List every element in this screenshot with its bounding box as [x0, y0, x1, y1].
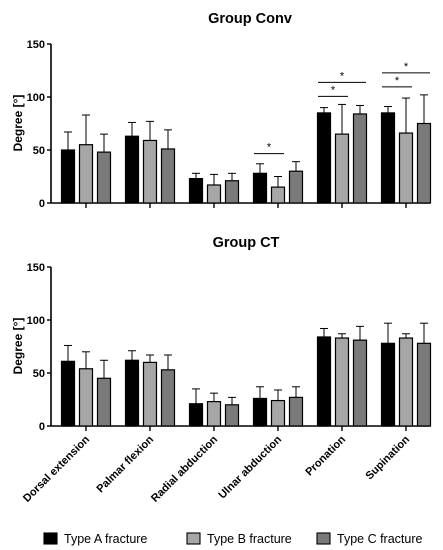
bar [60, 149, 76, 204]
y-tick-label: 100 [27, 92, 45, 104]
legend: Type A fracture Type B fracture Type C fra… [43, 532, 422, 546]
bar [398, 337, 414, 427]
chart-title: Group CT [213, 235, 280, 251]
significance-star: * [340, 70, 345, 82]
bar [270, 399, 286, 427]
bar [352, 339, 368, 427]
legend-swatch [43, 532, 58, 545]
category-label: Pronation [303, 433, 348, 478]
legend-label: Type B fracture [207, 532, 292, 546]
bar [316, 336, 332, 427]
bar [160, 148, 176, 204]
y-tick-label: 150 [27, 39, 45, 51]
bar [334, 133, 350, 204]
bar [124, 135, 140, 204]
bar [416, 122, 432, 204]
bar [352, 113, 368, 204]
y-tick-label: 50 [33, 368, 45, 380]
bar [270, 186, 286, 204]
bar [224, 404, 240, 427]
bar [288, 396, 304, 427]
category-label: Supination [363, 433, 412, 482]
significance-star: * [331, 84, 336, 96]
significance-star: * [267, 142, 272, 154]
y-tick-label: 150 [27, 262, 45, 274]
bar [142, 139, 158, 204]
bar [316, 112, 332, 204]
legend-swatch [316, 532, 331, 545]
y-axis-label: Degree [°] [11, 318, 25, 375]
bar [78, 144, 94, 204]
bar [188, 178, 204, 204]
bar [252, 397, 268, 427]
bar [224, 180, 240, 204]
legend-swatch [186, 532, 201, 545]
bar [60, 360, 76, 427]
bar [380, 112, 396, 204]
y-tick-label: 50 [33, 145, 45, 157]
chart-title: Group Conv [208, 11, 292, 27]
legend-label: Type C fracture [337, 532, 422, 546]
panel-group-ct: Group CT Degree [°] 0 50 100 150 Dorsal exte… [11, 235, 432, 505]
significance-star: * [404, 61, 409, 73]
legend-label: Type A fracture [64, 532, 147, 546]
category-label: Dorsal extension [21, 433, 92, 504]
bar [78, 368, 94, 427]
bar [188, 403, 204, 427]
bar [206, 184, 222, 204]
bar [124, 359, 140, 427]
bar [160, 369, 176, 427]
y-axis-label: Degree [°] [11, 95, 25, 152]
bar [334, 337, 350, 427]
y-tick-label: 100 [27, 315, 45, 327]
panel-group-conv: Group Conv Degree [°] 0 50 100 150 * * * * * [11, 11, 432, 210]
y-tick-label: 0 [39, 198, 45, 210]
bar [96, 377, 112, 427]
category-label: Palmar flexion [94, 433, 156, 495]
bar [206, 401, 222, 427]
bar [288, 170, 304, 204]
bar [416, 342, 432, 427]
bar [380, 342, 396, 427]
bar [142, 361, 158, 427]
y-tick-label: 0 [39, 421, 45, 433]
bar [398, 132, 414, 204]
bar [252, 172, 268, 204]
significance-star: * [395, 75, 400, 87]
category-label: Ulnar abduction [216, 433, 284, 501]
category-label: Radial abduction [149, 433, 220, 504]
bar [96, 151, 112, 204]
